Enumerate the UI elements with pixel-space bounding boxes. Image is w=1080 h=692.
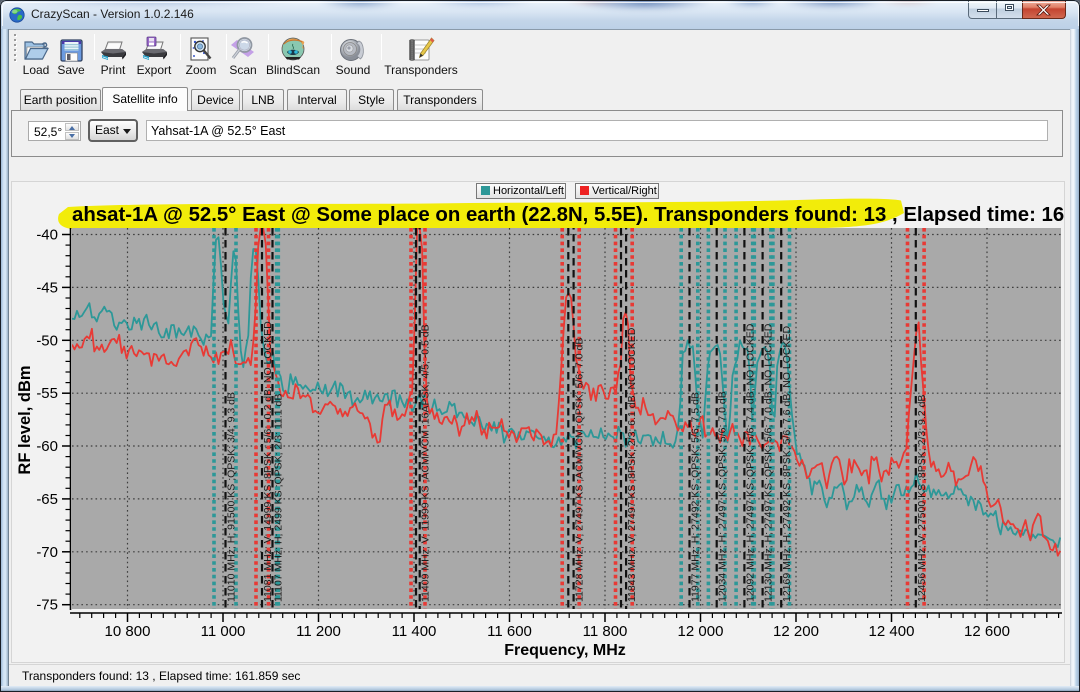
svg-text:-75: -75 bbox=[36, 597, 58, 614]
svg-text:12 200: 12 200 bbox=[773, 623, 819, 640]
svg-text:11409 MHz; V; 11999 KS ;ACM/VC: 11409 MHz; V; 11999 KS ;ACM/VCM ;16APSK;… bbox=[420, 324, 432, 602]
svg-text:RF level, dBm: RF level, dBm bbox=[16, 365, 34, 474]
svg-text:Frequency, MHz: Frequency, MHz bbox=[504, 642, 626, 659]
svg-text:-60: -60 bbox=[36, 438, 58, 455]
svg-text:12092 MHz; H; 27497 KS ;QPSK;: 12092 MHz; H; 27497 KS ;QPSK; 5/6; 7.4 d… bbox=[744, 323, 756, 602]
svg-text:-50: -50 bbox=[36, 332, 58, 349]
svg-text:11010 MHz; H; 91500 KS ;QPSK;: 11010 MHz; H; 91500 KS ;QPSK; 3/4; 9.3 d… bbox=[226, 392, 238, 602]
svg-text:12456 MHz; V; 27500 KS ;8PSK;: 12456 MHz; V; 27500 KS ;8PSK; 2/3; 9.2 d… bbox=[916, 395, 928, 602]
svg-text:11843 MHz; V; 27497 KS ;8PSK;: 11843 MHz; V; 27497 KS ;8PSK; 2/3; 6.1 d… bbox=[626, 327, 638, 602]
svg-text:12130 MHz; H; 27497 KS ;QPSK;: 12130 MHz; H; 27497 KS ;QPSK; 5/6; 7.0 d… bbox=[763, 323, 775, 602]
svg-text:11 000: 11 000 bbox=[201, 623, 246, 640]
svg-text:12169 MHz; H; 27492 KS ;8PSK;: 12169 MHz; H; 27492 KS ;8PSK; 5/6; 7.6 d… bbox=[781, 326, 793, 602]
svg-text:11 600: 11 600 bbox=[487, 623, 532, 640]
svg-text:11 200: 11 200 bbox=[296, 623, 341, 640]
svg-text:11728 MHz; V; 27497 KS ;ACM/VC: 11728 MHz; V; 27497 KS ;ACM/VCM ;QPSK; 5… bbox=[574, 338, 586, 602]
svg-text:11 800: 11 800 bbox=[583, 623, 628, 640]
svg-text:11 400: 11 400 bbox=[392, 623, 437, 640]
svg-text:-55: -55 bbox=[36, 385, 58, 402]
svg-text:11081 MHz; V; 14999 KS ;8PSK ;: 11081 MHz; V; 14999 KS ;8PSK ; 5/6; -0.2… bbox=[262, 321, 274, 602]
svg-text:12 400: 12 400 bbox=[869, 623, 915, 640]
svg-text:12 000: 12 000 bbox=[678, 623, 724, 640]
svg-text:-70: -70 bbox=[36, 544, 58, 561]
svg-text:12 600: 12 600 bbox=[964, 623, 1010, 640]
svg-text:-40: -40 bbox=[36, 227, 58, 244]
svg-text:-45: -45 bbox=[36, 279, 58, 296]
svg-text:11977 MHz; H; 27492 KS ;QPSK;: 11977 MHz; H; 27492 KS ;QPSK; 5/6; 7.5 d… bbox=[690, 392, 702, 602]
svg-text:-65: -65 bbox=[36, 491, 58, 508]
svg-text:11107 MHz; H; 2499 KS ;QPSK; 2: 11107 MHz; H; 2499 KS ;QPSK; 2/3; 11.1 d… bbox=[273, 394, 285, 602]
svg-text:10 800: 10 800 bbox=[105, 623, 151, 640]
svg-text:12034 MHz; H; 27497 KS ;QPSK;: 12034 MHz; H; 27497 KS ;QPSK; 5/6; 7.0 d… bbox=[717, 391, 729, 602]
